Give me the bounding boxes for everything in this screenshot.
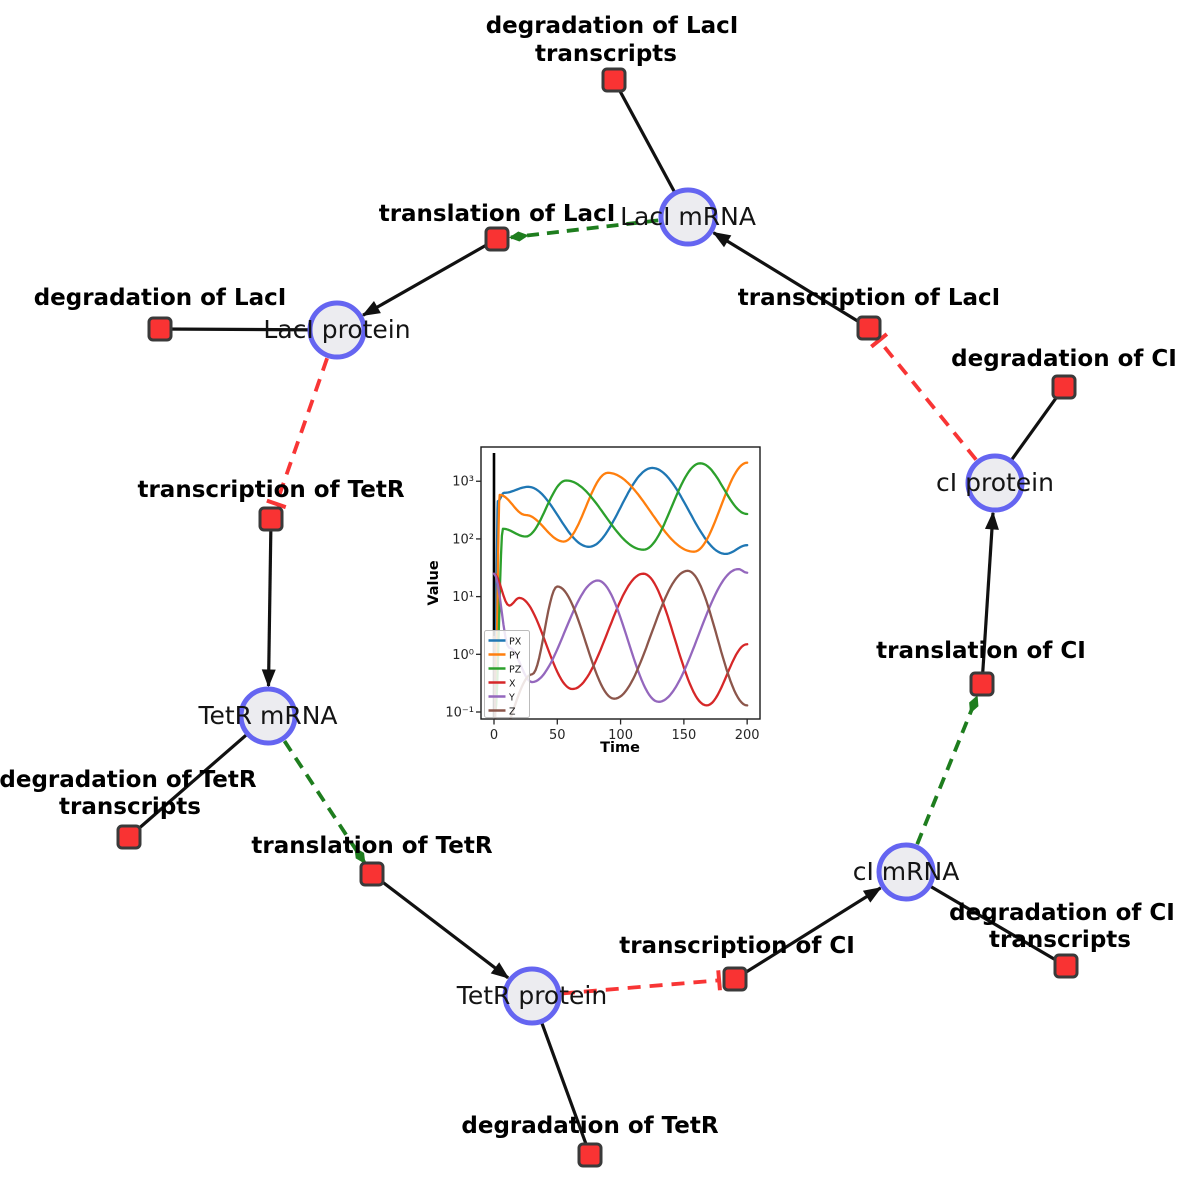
reaction-nodes-layer [116, 67, 1079, 1168]
edge-translation-ci-to-ci-protein [980, 511, 999, 685]
reaction-label-line2: transcripts [535, 41, 677, 67]
x-axis-title: Time [600, 740, 640, 756]
edge-laci-protein-inhibits-transcription-tetr [266, 357, 329, 510]
edge-transcription-ci-to-ci-mrna [734, 886, 882, 981]
species-label: LacI protein [263, 315, 410, 344]
edge-tetr-mrna-to-degradation-transcripts [127, 714, 270, 839]
edge-tetr-protein-inhibits-transcription-ci [561, 970, 722, 996]
species-label: cI protein [936, 468, 1054, 497]
reaction-label-line2: transcripts [989, 927, 1131, 953]
inset-chart: 10³ 10² 10¹ 10⁰ 10⁻¹ 0 50 100 150 200 PX PY PZ XYZ Ti… [426, 446, 761, 756]
reaction-node-translation-ci [969, 671, 995, 697]
reaction-node-degradation-tetr [577, 1142, 603, 1168]
x-tick-label: 0 [490, 728, 498, 743]
x-tick-label: 50 [549, 728, 566, 743]
x-tick-label: 100 [608, 728, 633, 743]
species-node-ci-mrna [876, 842, 936, 902]
reaction-node-transcription-laci [856, 315, 882, 341]
y-tick-label: 10³ [452, 475, 474, 490]
reaction-label: degradation of LacI [486, 13, 739, 39]
reaction-label: degradation of CI [949, 900, 1175, 926]
legend-box [484, 630, 530, 718]
reaction-node-translation-laci [484, 226, 510, 252]
y-tick-label: 10² [452, 532, 474, 547]
edge-translation-tetr-to-tetr-protein [371, 872, 510, 980]
legend-label-PZ: PZ [509, 664, 522, 675]
species-node-ci-protein [965, 453, 1025, 513]
reaction-label: transcription of LacI [738, 285, 1001, 311]
species-node-laci-mrna [658, 187, 718, 247]
legend-label-Y: Y [508, 692, 515, 703]
edge-ci-protein-inhibits-transcription-laci [870, 332, 978, 461]
species-node-tetr-mrna [238, 686, 298, 746]
x-tick-label: 200 [735, 728, 760, 743]
reaction-label: degradation of TetR [461, 1113, 718, 1139]
edge-ci-mrna-modifies-translation [915, 695, 979, 845]
reaction-label: transcription of TetR [137, 477, 404, 503]
reaction-label-line2: transcripts [59, 794, 201, 820]
curve-PZ [494, 462, 749, 714]
reaction-node-transcription-tetr [258, 506, 284, 532]
edge-tetr-mrna-modifies-translation [282, 740, 366, 864]
reaction-label: degradation of LacI [34, 285, 287, 311]
reaction-node-degradation-laci-transcripts [601, 67, 627, 93]
curve-X [492, 572, 749, 707]
legend-label-PY: PY [509, 650, 521, 661]
curve-PY [494, 461, 749, 714]
reaction-label: transcription of CI [619, 933, 855, 959]
y-tick-label: 10⁻¹ [445, 706, 474, 721]
reaction-label: degradation of CI [951, 346, 1177, 372]
edge-transcription-tetr-to-tetr-mrna [261, 518, 276, 688]
reaction-label: degradation of TetR [0, 767, 257, 793]
reaction-label: translation of CI [876, 638, 1086, 664]
species-label: cI mRNA [853, 857, 960, 886]
x-tick-label: 150 [671, 728, 696, 743]
edge-transcription-laci-to-laci-mrna [712, 231, 870, 330]
reaction-node-translation-tetr [359, 861, 385, 887]
species-nodes-layer [238, 187, 1025, 1026]
reaction-label: translation of LacI [379, 201, 616, 227]
legend-label-Z: Z [509, 706, 516, 717]
reaction-node-degradation-ci [1051, 374, 1077, 400]
species-node-laci-protein [307, 300, 367, 360]
edge-laci-protein-to-degradation [159, 327, 338, 332]
legend-label-X: X [509, 678, 516, 689]
y-axis-title: Value [426, 560, 442, 606]
legend-label-PX: PX [509, 636, 522, 647]
reaction-label: translation of TetR [251, 833, 492, 859]
edge-translation-laci-to-laci-protein [361, 237, 498, 317]
curve-Y [492, 567, 749, 703]
chart-generated-layer: 10³ 10² 10¹ 10⁰ 10⁻¹ 0 50 100 150 200 PX PY PZ XYZ [445, 453, 760, 743]
species-node-tetr-protein [502, 966, 562, 1026]
edge-ci-mrna-to-degradation-transcripts [905, 870, 1067, 968]
species-label: TetR protein [456, 981, 607, 1010]
labels-layer: degradation of LacI transcripts translat… [0, 13, 1177, 1139]
reaction-node-transcription-ci [722, 966, 748, 992]
reaction-node-degradation-laci [147, 316, 173, 342]
edge-laci-mrna-modifies-translation [508, 218, 659, 242]
y-tick-label: 10¹ [452, 590, 474, 605]
species-label: LacI mRNA [620, 202, 756, 231]
reaction-node-degradation-tetr-transcripts [116, 824, 142, 850]
reaction-node-degradation-ci-transcripts [1053, 953, 1079, 979]
species-label: TetR mRNA [197, 701, 337, 730]
y-tick-label: 10⁰ [452, 648, 474, 663]
